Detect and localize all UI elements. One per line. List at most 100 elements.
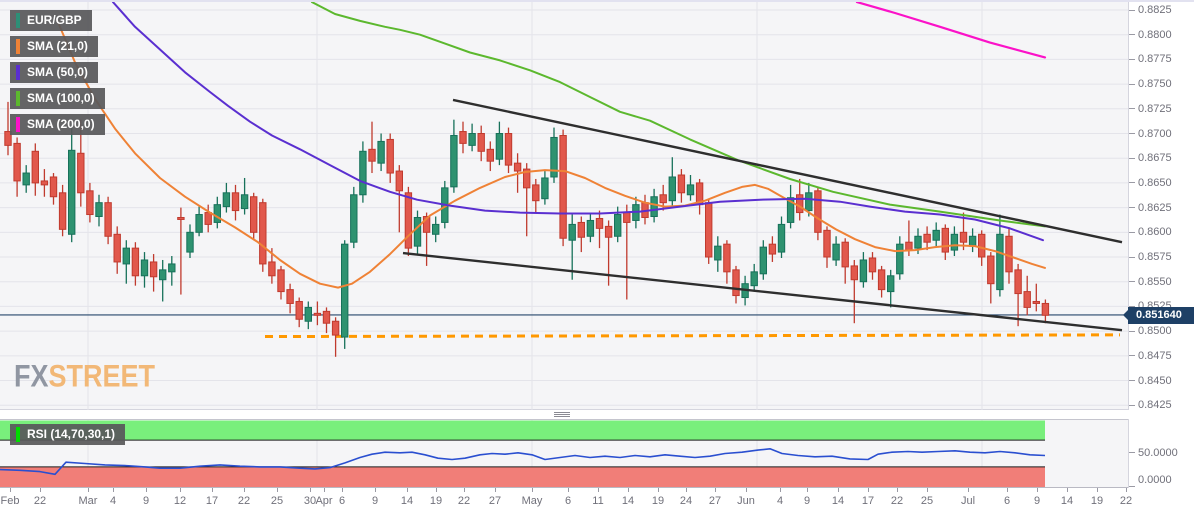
price-tick-mark [1129,182,1135,184]
candle [950,226,959,257]
time-axis[interactable]: Feb 22 Mar 4 9 12 17 22 25 30 Apr 6 9 14 19 22 27 May 6 11 1… [0,488,1132,513]
price-tick-mark [1129,133,1135,134]
rsi-tick-mark [1129,485,1135,487]
candle [695,178,704,215]
panel-splitter[interactable] [0,410,1194,419]
time-tick-mark [113,488,114,492]
candle [714,236,722,272]
main-price-panel[interactable] [0,2,1128,410]
candle [131,242,140,286]
candle [322,307,331,334]
candles-group[interactable] [4,101,1050,357]
time-tick-label: 25 [270,495,284,507]
rsi-overbought-band [0,420,1045,441]
candle [850,259,858,324]
candle [86,182,94,223]
candle [386,133,394,183]
time-tick-mark [897,488,898,492]
time-tick-mark [746,488,747,492]
candle [168,256,176,286]
time-tick-mark [1007,488,1008,492]
time-tick-label: 19 [651,495,665,507]
candle [486,141,495,172]
price-tick-mark [1129,380,1135,382]
candle [777,216,786,259]
sma100-color-bar [16,91,20,106]
candle [13,137,21,197]
candle [4,101,12,156]
time-tick-label: 9 [803,495,811,507]
candle [732,265,740,304]
price-tick-label: 0.8550 [1138,275,1172,288]
candle [186,224,194,259]
candle [932,222,940,247]
rsi-chart-canvas[interactable] [0,420,1128,487]
sma21-line [56,18,1046,289]
legend-symbol-badge[interactable]: EUR/GBP [10,10,92,31]
time-tick-mark [968,488,969,492]
candle [786,184,795,229]
candle [341,240,349,349]
time-tick-mark [868,488,869,492]
candle [877,265,886,298]
candle [1023,275,1031,316]
splitter-grip-icon[interactable] [552,411,572,418]
candle [868,252,877,280]
time-tick-mark [658,488,659,492]
price-axis[interactable]: 0.8825 0.8800 0.8775 0.8750 0.8725 0.8700 0.86… [1128,2,1194,411]
rsi-tick-label: 0.0000 [1138,474,1172,486]
candle [377,133,385,172]
time-tick-mark [568,488,569,492]
candle [304,301,313,330]
time-tick-mark [780,488,781,492]
candle [49,173,58,205]
sma100-label: SMA (100,0) [27,91,95,105]
candlestick-chart-canvas[interactable] [0,2,1128,410]
time-tick-mark [927,488,928,492]
price-tick-mark [1129,207,1135,209]
time-tick-label: 4 [109,495,117,507]
candle [204,204,212,233]
time-tick-mark [628,488,629,492]
candle [577,216,585,253]
candle [40,169,49,197]
price-tick-mark [1129,9,1135,11]
candle [1032,283,1040,312]
time-tick-label: 14 [831,495,845,507]
candle [723,240,731,284]
candle [987,252,995,304]
time-tick-label: 22 [237,495,251,507]
rsi-indicator-badge[interactable]: RSI (14,70,30,1) [10,424,126,445]
price-tick-label: 0.8700 [1138,127,1172,140]
candle [859,252,868,288]
time-tick-mark [464,488,465,492]
sma200-color-bar [16,117,20,132]
rsi-panel[interactable] [0,419,1128,488]
candle [541,171,549,205]
price-tick-mark [1129,355,1135,357]
time-tick-label: May [521,495,543,507]
price-tick-mark [1129,231,1135,233]
rsi-oversold-band [0,466,1045,487]
legend-sma100-badge[interactable]: SMA (100,0) [10,88,105,109]
symbol-color-bar [16,13,20,28]
price-tick-mark [1129,34,1135,36]
time-tick-label: 9 [371,495,379,507]
time-tick-label: 9 [142,495,150,507]
legend-sma50-badge[interactable]: SMA (50,0) [10,62,98,83]
legend-sma21-badge[interactable]: SMA (21,0) [10,36,98,57]
sma100-line [311,2,1046,228]
candle [559,129,567,247]
rsi-line [0,447,1046,476]
time-tick-label: 17 [205,495,219,507]
time-tick-label: Jun [737,495,755,507]
candle [468,123,476,152]
time-tick-label: Mar [78,495,98,507]
candle [641,194,649,225]
time-tick-mark [436,488,437,492]
legend-sma200-badge[interactable]: SMA (200,0) [10,114,105,135]
rsi-axis[interactable]: 50.0000 0.0000 [1128,419,1194,488]
rsi-tick-label: 50.0000 [1138,446,1178,459]
price-tick-label: 0.8475 [1138,349,1172,362]
sma21-color-bar [16,39,20,54]
